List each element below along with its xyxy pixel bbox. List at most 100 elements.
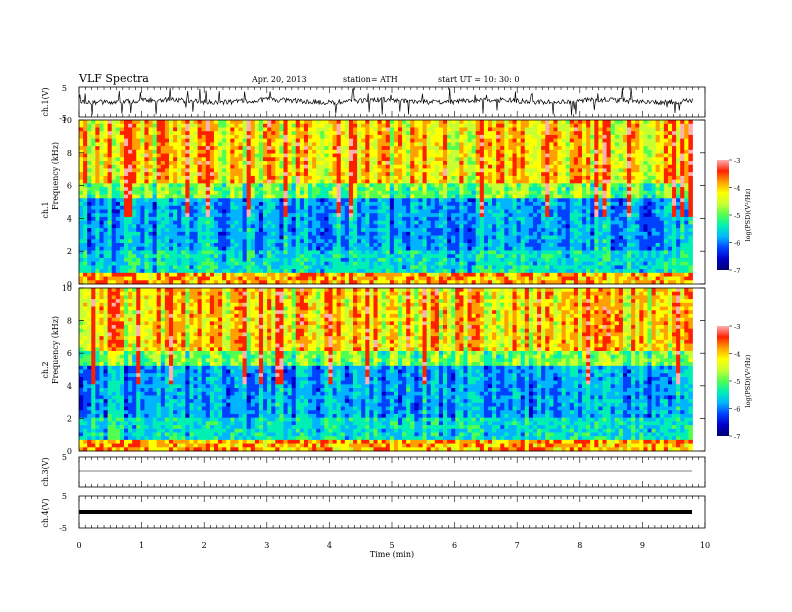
spectrogram-cell — [365, 269, 370, 274]
spectrogram-cell — [119, 175, 125, 181]
spectrogram-cell — [438, 257, 444, 263]
spectrogram-cell — [205, 164, 211, 169]
spectrogram-cell — [271, 202, 276, 207]
spectrogram-cell — [263, 134, 268, 140]
spectrogram-cell — [373, 127, 378, 132]
spectrogram-cell — [471, 175, 477, 181]
spectrogram-cell — [128, 183, 133, 188]
spectrogram-cell — [492, 220, 497, 225]
spectrogram-cell — [402, 149, 407, 154]
spectrogram-cell — [463, 164, 468, 169]
spectrogram-cell — [140, 168, 145, 173]
spectrogram-cell — [348, 187, 354, 192]
spectrogram-cell — [287, 213, 293, 218]
spectrogram-cell — [111, 179, 117, 184]
spectrogram-cell — [115, 205, 121, 210]
spectrogram-cell — [152, 243, 158, 248]
spectrogram-cell — [144, 175, 149, 181]
spectrogram-cell — [267, 276, 272, 281]
spectrogram-cell — [430, 161, 436, 166]
spectrogram-cell — [238, 209, 243, 214]
spectrogram-cell — [246, 257, 252, 263]
spectrogram-cell — [123, 190, 129, 195]
spectrogram-cell — [332, 164, 338, 169]
spectrogram-cell — [422, 216, 428, 222]
spectrogram-cell — [410, 261, 415, 266]
spectrogram-cell — [438, 127, 444, 132]
spectrogram-cell — [479, 239, 485, 244]
spectrogram-cell — [463, 134, 468, 140]
spectrogram-cell — [226, 239, 231, 244]
spectrogram-cell — [160, 127, 166, 132]
spectrogram-cell — [95, 254, 100, 259]
spectrogram-cell — [119, 257, 125, 263]
spectrogram-cell — [299, 272, 305, 277]
spectrogram-cell — [373, 209, 378, 214]
spectrogram-cell — [414, 246, 419, 251]
spectrogram-cell — [459, 228, 464, 233]
spectrogram-cell — [193, 224, 199, 229]
spectrogram-cell — [83, 161, 88, 166]
spectrogram-cell — [168, 269, 174, 274]
spectrogram-cell — [303, 179, 309, 184]
spectrogram-cell — [471, 246, 477, 251]
spectrogram-cell — [312, 123, 317, 128]
spectrogram-cell — [144, 243, 149, 248]
spectrogram-cell — [303, 157, 309, 162]
spectrogram-cell — [181, 243, 186, 248]
spectrogram-cell — [410, 269, 415, 274]
spectrogram-cell — [467, 224, 473, 229]
spectrogram-cell — [99, 131, 104, 136]
spectrogram-cell — [295, 265, 301, 270]
spectrogram-cell — [123, 157, 129, 162]
spectrogram-cell — [504, 202, 509, 207]
spectrogram-cell — [312, 146, 317, 151]
spectrogram-cell — [422, 250, 428, 255]
spectrogram-cell — [271, 224, 276, 229]
spectrogram-cell — [119, 202, 125, 207]
spectrogram-cell — [291, 224, 297, 229]
spectrogram-cell — [173, 246, 178, 251]
spectrogram-cell — [193, 138, 199, 143]
spectrogram-cell — [197, 209, 203, 214]
spectrogram-cell — [357, 276, 362, 281]
spectrogram-cell — [213, 220, 219, 225]
spectrogram-cell — [107, 246, 113, 251]
spectrogram-cell — [426, 138, 432, 143]
spectrogram-cell — [410, 138, 415, 143]
spectrogram-cell — [492, 183, 497, 188]
spectrogram-cell — [393, 265, 399, 270]
spectrogram-cell — [246, 190, 252, 195]
spectrogram-cell — [385, 175, 391, 181]
spectrogram-cell — [91, 269, 96, 274]
spectrogram-cell — [283, 243, 288, 248]
spectrogram-cell — [418, 202, 423, 207]
spectrogram-cell — [357, 198, 362, 203]
spectrogram-cell — [242, 138, 248, 143]
spectrogram-cell — [209, 194, 215, 199]
spectrogram-cell — [111, 157, 117, 162]
spectrogram-cell — [312, 216, 317, 222]
spectrogram-cell — [111, 146, 117, 151]
spectrogram-cell — [291, 220, 297, 225]
spectrogram-cell — [504, 120, 509, 125]
spectrogram-cell — [246, 280, 252, 285]
spectrogram-cell — [193, 190, 199, 195]
spectrogram-cell — [152, 194, 158, 199]
spectrogram-cell — [353, 161, 358, 166]
spectrogram-cell — [385, 149, 391, 154]
spectrogram-cell — [148, 265, 154, 270]
spectrogram-cell — [283, 246, 288, 251]
spectrogram-cell — [369, 161, 374, 166]
spectrogram-cell — [344, 213, 350, 218]
spectrogram-cell — [443, 164, 448, 169]
spectrogram-cell — [438, 172, 444, 177]
spectrogram-cell — [365, 239, 370, 244]
spectrogram-cell — [283, 179, 288, 184]
spectrogram-cell — [156, 231, 162, 236]
spectrogram-cell — [483, 138, 489, 143]
spectrogram-cell — [123, 254, 129, 259]
spectrogram-cell — [336, 127, 342, 132]
spectrogram-cell — [275, 254, 280, 259]
spectrogram-cell — [128, 202, 133, 207]
